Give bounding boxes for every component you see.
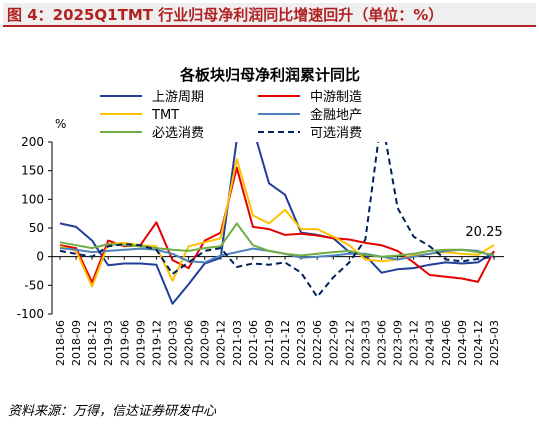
x-tick-label: 2025-03 bbox=[488, 320, 501, 366]
x-tick-label: 2018-06 bbox=[54, 320, 67, 366]
x-tick-label: 2018-12 bbox=[86, 320, 99, 366]
x-tick-label: 2021-03 bbox=[231, 320, 244, 366]
x-tick-label: 2024-03 bbox=[424, 320, 437, 366]
x-tick-label: 2022-06 bbox=[311, 320, 324, 366]
series-line bbox=[59, 142, 495, 298]
x-tick-label: 2022-12 bbox=[343, 320, 356, 366]
legend-label: 金融地产 bbox=[310, 107, 362, 123]
source-note: 资料来源：万得，信达证券研发中心 bbox=[8, 404, 217, 419]
y-axis: -100 -50 0 50 100 150 200 bbox=[17, 135, 53, 321]
x-tick-label: 2020-06 bbox=[183, 320, 196, 366]
x-tick-label: 2021-12 bbox=[279, 320, 292, 366]
x-tick-label: 2019-12 bbox=[150, 320, 163, 366]
y-tick-label: 50 bbox=[29, 221, 44, 235]
series-line bbox=[59, 142, 495, 305]
y-tick-label: 100 bbox=[21, 192, 44, 206]
x-tick-label: 2021-09 bbox=[263, 320, 276, 366]
x-tick-label: 2023-06 bbox=[375, 320, 388, 366]
x-tick-label: 2020-12 bbox=[215, 320, 228, 366]
x-tick-label: 2024-06 bbox=[440, 320, 453, 366]
x-tick-label: 2021-06 bbox=[247, 320, 260, 366]
y-axis-label: % bbox=[55, 117, 66, 131]
series-line bbox=[59, 158, 495, 288]
x-tick-label: 2023-09 bbox=[392, 320, 405, 366]
y-tick-label: 150 bbox=[21, 164, 44, 178]
chart-title: 各板块归母净利润累计同比 bbox=[179, 66, 360, 84]
x-tick-label: 2022-09 bbox=[327, 320, 340, 366]
x-axis: 2018-06 2018-09 2018-12 2019-03 2019-06 2019-… bbox=[54, 256, 501, 366]
x-tick-label: 2023-12 bbox=[408, 320, 421, 366]
y-tick-label: -50 bbox=[24, 278, 44, 292]
y-tick-label: -100 bbox=[17, 307, 44, 321]
y-tick-label: 0 bbox=[36, 250, 44, 264]
x-tick-label: 2018-09 bbox=[70, 320, 83, 366]
legend-label: TMT bbox=[151, 108, 179, 123]
y-tick-label: 200 bbox=[21, 135, 44, 149]
legend-label: 中游制造 bbox=[310, 90, 362, 105]
figure-title: 图 4：2025Q1TMT 行业归母净利润同比增速回升（单位：%） bbox=[3, 3, 536, 27]
series-lines bbox=[59, 142, 495, 305]
x-tick-label: 2022-03 bbox=[295, 320, 308, 366]
series-line bbox=[59, 222, 495, 258]
x-tick-label: 2020-03 bbox=[167, 320, 180, 366]
legend-label: 必选消费 bbox=[152, 126, 204, 141]
x-tick-label: 2024-09 bbox=[456, 320, 469, 366]
x-tick-label: 2019-03 bbox=[102, 320, 115, 366]
legend-label: 上游周期 bbox=[152, 90, 204, 105]
value-annotation: 20.25 bbox=[465, 225, 502, 240]
x-tick-label: 2024-12 bbox=[472, 320, 485, 366]
x-tick-label: 2023-03 bbox=[359, 320, 372, 366]
legend-label: 可选消费 bbox=[310, 126, 362, 141]
x-tick-label: 2019-09 bbox=[134, 320, 147, 366]
x-tick-label: 2020-09 bbox=[199, 320, 212, 366]
x-tick-label: 2019-06 bbox=[118, 320, 131, 366]
